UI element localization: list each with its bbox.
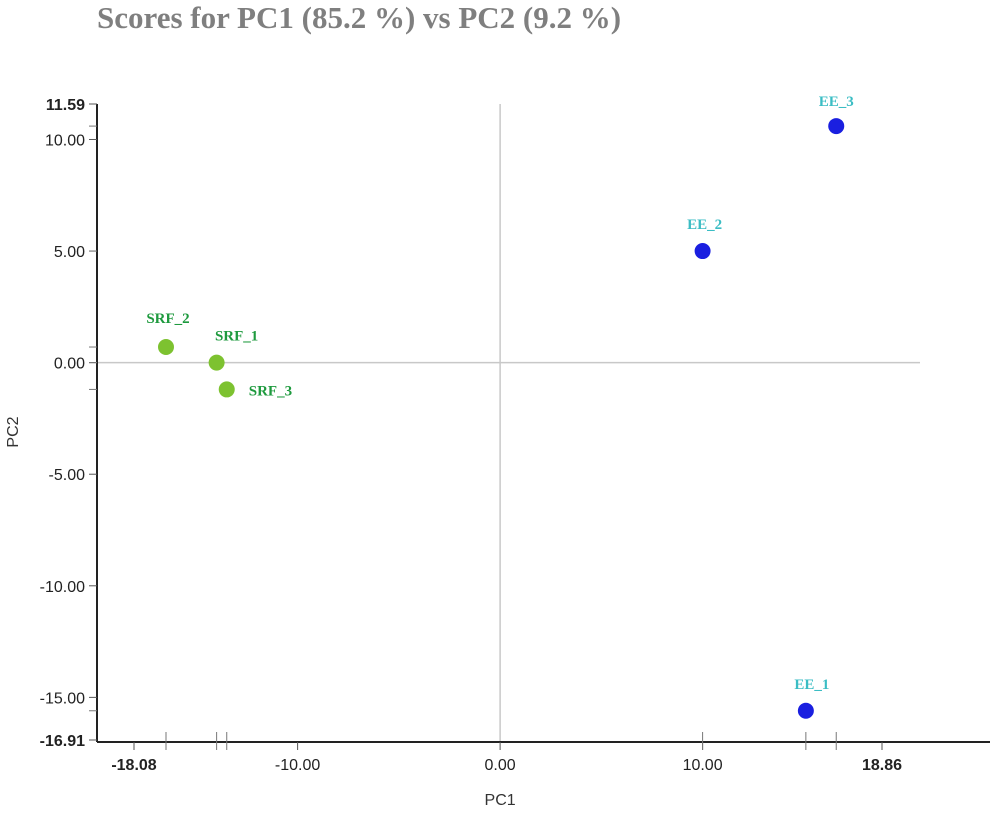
y-tick-label: -5.00 xyxy=(49,467,86,484)
y-tick-label: 10.00 xyxy=(45,132,85,149)
data-point xyxy=(694,243,711,260)
x-axis-ticks: -18.08 -10.00 0.00 10.00 18.86 xyxy=(111,732,902,774)
y-tick-label: -16.91 xyxy=(40,733,85,750)
y-tick-label: 5.00 xyxy=(54,244,85,261)
y-tick-label: -15.00 xyxy=(40,690,85,707)
data-point xyxy=(157,339,174,356)
y-tick-label: 0.00 xyxy=(54,356,85,373)
x-axis-title: PC1 xyxy=(485,792,516,809)
data-point-label: SRF_1 xyxy=(215,329,258,345)
data-point xyxy=(208,354,225,371)
data-point xyxy=(797,702,814,719)
data-point-label: EE_2 xyxy=(687,217,722,233)
chart-title: Scores for PC1 (85.2 %) vs PC2 (9.2 %) xyxy=(97,0,622,35)
x-tick-label: 18.86 xyxy=(862,757,902,774)
data-point-label: EE_3 xyxy=(819,94,854,110)
data-point-label: SRF_2 xyxy=(146,311,189,327)
x-tick-label: 0.00 xyxy=(485,757,516,774)
data-point-label: EE_1 xyxy=(794,677,829,693)
data-point xyxy=(218,381,235,398)
data-point-label: SRF_3 xyxy=(249,383,292,399)
y-axis-ticks: 11.59 10.00 5.00 0.00 -5.00 -10.00 -15.00 -16.9… xyxy=(40,97,97,750)
y-axis-title: PC2 xyxy=(5,416,22,447)
zero-lines xyxy=(97,104,920,742)
y-tick-label: -10.00 xyxy=(40,579,85,596)
x-tick-label: 10.00 xyxy=(683,757,723,774)
axes xyxy=(96,104,990,743)
y-tick-label: 11.59 xyxy=(46,97,85,114)
x-tick-label: -18.08 xyxy=(111,757,156,774)
data-point xyxy=(828,118,845,135)
data-points: SRF_1 SRF_2 SRF_3 EE_1 EE_2 EE_3 xyxy=(146,94,854,719)
x-tick-label: -10.00 xyxy=(275,757,320,774)
